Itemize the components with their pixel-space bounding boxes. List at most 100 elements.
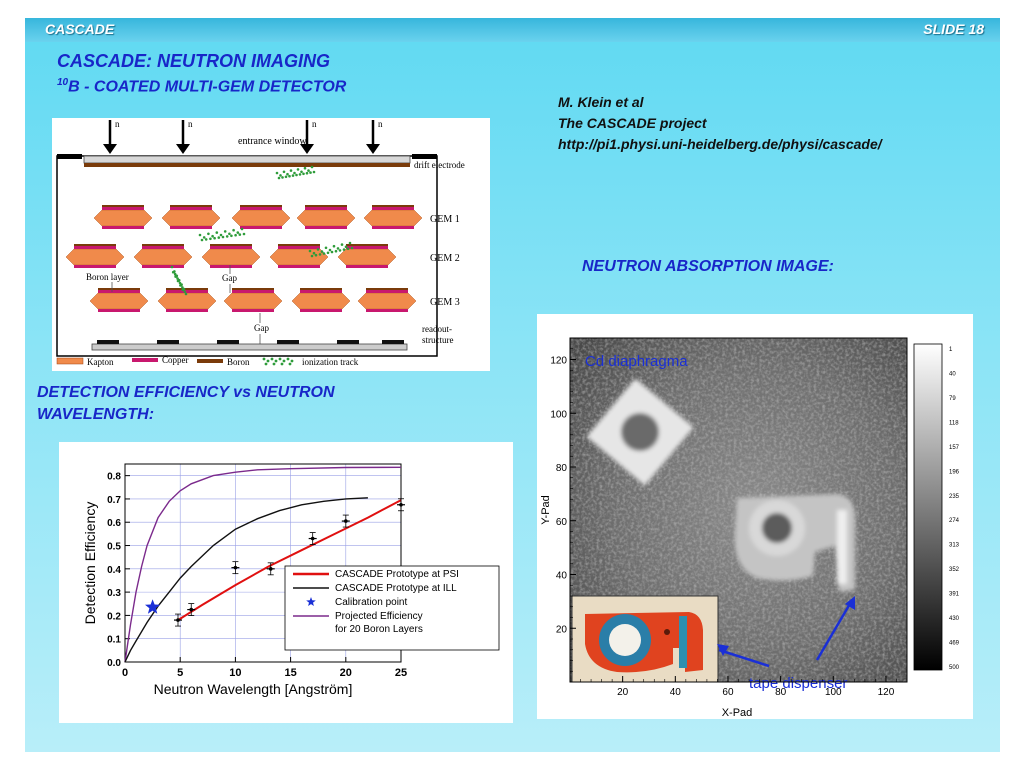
ionization-track bbox=[198, 227, 246, 242]
gem-foils bbox=[65, 165, 423, 312]
series-ill bbox=[124, 497, 368, 663]
y-tick-label: 0.1 bbox=[107, 635, 121, 646]
colorbar-tick-label: 79 bbox=[949, 396, 956, 402]
gem-foil-segment bbox=[291, 288, 351, 312]
x-tick-label: 25 bbox=[395, 667, 407, 679]
gem-foil-segment bbox=[93, 205, 153, 229]
x-axis-label: Neutron Wavelength [Angström] bbox=[154, 681, 353, 697]
gem3-label: GEM 3 bbox=[430, 297, 460, 308]
x-pad-tick: 40 bbox=[670, 687, 682, 698]
y-tick-label: 0.2 bbox=[107, 611, 121, 622]
gem-foil-segment bbox=[133, 244, 193, 268]
y-tick-label: 0.4 bbox=[107, 565, 121, 576]
psi-data-point bbox=[231, 561, 240, 575]
x-pad-tick: 20 bbox=[617, 687, 629, 698]
legend-copper: Copper bbox=[162, 355, 189, 365]
cd-diaphragma-annotation: Cd diaphragma bbox=[585, 353, 688, 370]
entrance-window-label: entrance window bbox=[238, 136, 307, 147]
gem-foil-segment bbox=[201, 244, 261, 268]
y-tick-label: 0.7 bbox=[107, 495, 121, 506]
efficiency-caption: DETECTION EFFICIENCY vs NEUTRON WAVELENG… bbox=[37, 382, 335, 426]
colorbar-tick-label: 469 bbox=[949, 641, 960, 647]
x-tick-label: 0 bbox=[122, 667, 128, 679]
y-tick-label: 0.3 bbox=[107, 588, 121, 599]
colorbar-tick-label: 500 bbox=[949, 665, 960, 671]
series-projected-efficiency bbox=[124, 466, 402, 663]
neutron-label: n bbox=[312, 119, 317, 129]
x-pad-tick: 100 bbox=[825, 687, 842, 698]
ionization-track bbox=[170, 265, 188, 296]
header-left: CASCADE bbox=[45, 21, 115, 37]
reference-author: M. Klein et al bbox=[558, 94, 644, 110]
detector-legend: Kapton Copper Boron ionization track bbox=[56, 355, 359, 367]
readout-label-1: readout- bbox=[422, 324, 452, 334]
absorption-image: Cd diaphragma tape dispenser 20 40 60 80 100… bbox=[537, 314, 973, 719]
colorbar bbox=[913, 343, 943, 671]
y-tick-label: 0.6 bbox=[107, 518, 121, 529]
series-psi-fit bbox=[177, 499, 402, 621]
gem-foil-segment bbox=[223, 288, 283, 312]
neutron-label: n bbox=[378, 119, 383, 129]
legend-boron-swatch bbox=[197, 359, 223, 363]
gem-foil-segment bbox=[357, 288, 417, 312]
x-pad-tick: 80 bbox=[775, 687, 787, 698]
neutron-arrow bbox=[176, 120, 190, 154]
legend-entry: CASCADE Prototype at PSI bbox=[335, 569, 459, 580]
y-pad-tick: 60 bbox=[556, 517, 568, 528]
gap-label: Gap bbox=[254, 323, 269, 333]
neutron-label: n bbox=[188, 119, 193, 129]
tape-dispenser-photo bbox=[571, 595, 719, 683]
x-tick-label: 10 bbox=[229, 667, 241, 679]
psi-data-point bbox=[397, 498, 405, 512]
colorbar-tick-label: 430 bbox=[949, 616, 960, 622]
gem-foil-segment bbox=[296, 205, 356, 229]
psi-data-point bbox=[173, 613, 182, 627]
absorption-caption: NEUTRON ABSORPTION IMAGE: bbox=[582, 258, 834, 275]
calibration-point-marker bbox=[145, 599, 161, 614]
slide-subtitle: 10B - COATED MULTI-GEM DETECTOR bbox=[57, 77, 346, 96]
detector-svg: n n n n entrance window drift electrode … bbox=[56, 119, 465, 367]
drift-electrode bbox=[84, 163, 410, 167]
y-tick-label: 0.5 bbox=[107, 542, 121, 553]
neutron-arrow bbox=[300, 120, 314, 154]
x-tick-label: 15 bbox=[284, 667, 296, 679]
plot-frame bbox=[124, 463, 402, 663]
neutron-label: n bbox=[115, 119, 120, 129]
x-tick-label: 5 bbox=[177, 667, 183, 679]
tape-dispenser-shape bbox=[734, 494, 855, 592]
gem-foil-segment bbox=[65, 244, 125, 268]
gem-foil-segment bbox=[337, 244, 397, 268]
legend-ionization-track: ionization track bbox=[302, 357, 359, 367]
colorbar-tick-label: 157 bbox=[949, 445, 960, 451]
isotope-superscript: 10 bbox=[57, 77, 69, 88]
psi-data-point bbox=[341, 514, 350, 528]
y-pad-tick: 80 bbox=[556, 463, 568, 474]
y-tick-label: 0.0 bbox=[107, 658, 121, 669]
ionization-track bbox=[308, 241, 354, 258]
slide-title: CASCADE: NEUTRON IMAGING bbox=[57, 51, 330, 71]
legend-entry: Projected Efficiency bbox=[335, 611, 423, 622]
legend-track-swatch bbox=[262, 357, 294, 366]
reference-url[interactable]: http://pi1.physi.uni-heidelberg.de/physi… bbox=[558, 136, 882, 152]
readout-structure bbox=[91, 343, 408, 351]
gem-foil-segment bbox=[161, 205, 221, 229]
y-pad-tick: 40 bbox=[556, 571, 568, 582]
psi-data-point bbox=[266, 562, 275, 576]
gem2-label: GEM 2 bbox=[430, 253, 460, 264]
tape-dispenser-arrows bbox=[717, 596, 855, 668]
boron-layer-label: Boron layer bbox=[86, 272, 129, 282]
efficiency-chart-svg: 0 5 10 15 20 25 0.0 0.1 0.2 0.3 0.4 0.5 0.6 0.7 0.8 Neu… bbox=[82, 463, 500, 697]
colorbar-tick-label: 40 bbox=[949, 371, 956, 377]
colorbar-ticks: 1 40 79 118 157 196 235 274 313 352 391 430 469 500 bbox=[949, 347, 960, 671]
image-axes: 20 40 60 80 100 120 20 40 60 80 100 120 bbox=[550, 337, 908, 698]
gem-foil-segment bbox=[269, 244, 329, 268]
legend-entry: for 20 Boron Layers bbox=[335, 624, 423, 635]
subtitle-text: B - COATED MULTI-GEM DETECTOR bbox=[68, 78, 347, 96]
efficiency-caption-line2: WAVELENGTH: bbox=[37, 406, 155, 423]
colorbar-tick-label: 313 bbox=[949, 543, 960, 549]
y-pad-tick: 100 bbox=[550, 409, 567, 420]
y-pad-tick: 120 bbox=[550, 356, 567, 367]
y-pad-tick: 20 bbox=[556, 624, 568, 635]
neutron-arrow bbox=[366, 120, 380, 154]
legend-entry: CASCADE Prototype at ILL bbox=[335, 583, 457, 594]
